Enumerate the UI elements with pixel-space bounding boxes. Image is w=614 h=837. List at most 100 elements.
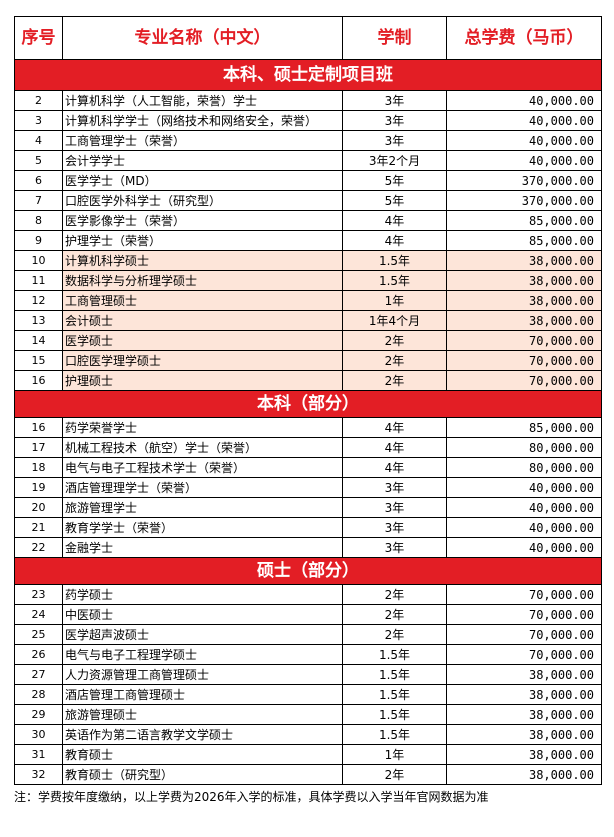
cell-duration: 2年: [342, 624, 447, 645]
cell-no: 17: [14, 437, 63, 458]
cell-duration: 1.5年: [342, 724, 447, 745]
cell-duration: 3年: [342, 497, 447, 518]
section-header-row: 本科（部分）: [14, 390, 602, 418]
cell-fee: 80,000.00: [446, 457, 602, 478]
section-title: 硕士（部分）: [14, 557, 602, 585]
cell-no: 4: [14, 130, 63, 151]
cell-duration: 3年2个月: [342, 150, 447, 171]
cell-no: 13: [14, 310, 63, 331]
table-row: 6 医学学士（MD） 5年 370,000.00: [14, 170, 602, 191]
cell-no: 7: [14, 190, 63, 211]
table-row: 18 电气与电子工程技术学士（荣誉） 4年 80,000.00: [14, 457, 602, 478]
cell-program-name: 教育学学士（荣誉）: [62, 517, 343, 538]
table-row: 24 中医硕士 2年 70,000.00: [14, 604, 602, 625]
header-no: 序号: [14, 16, 63, 60]
cell-fee: 38,000.00: [446, 270, 602, 291]
cell-program-name: 中医硕士: [62, 604, 343, 625]
cell-program-name: 旅游管理硕士: [62, 704, 343, 725]
cell-fee: 70,000.00: [446, 644, 602, 665]
cell-fee: 40,000.00: [446, 517, 602, 538]
table-row: 10 计算机科学硕士 1.5年 38,000.00: [14, 250, 602, 271]
table-row: 20 旅游管理学士 3年 40,000.00: [14, 497, 602, 518]
cell-program-name: 会计硕士: [62, 310, 343, 331]
cell-duration: 1.5年: [342, 644, 447, 665]
section-header-row: 硕士（部分）: [14, 557, 602, 585]
cell-no: 27: [14, 664, 63, 685]
cell-fee: 70,000.00: [446, 604, 602, 625]
cell-no: 12: [14, 290, 63, 311]
table-row: 16 药学荣誉学士 4年 85,000.00: [14, 417, 602, 438]
cell-duration: 2年: [342, 584, 447, 605]
cell-no: 26: [14, 644, 63, 665]
cell-program-name: 医学超声波硕士: [62, 624, 343, 645]
cell-program-name: 药学荣誉学士: [62, 417, 343, 438]
section-title: 本科（部分）: [14, 390, 602, 418]
cell-no: 9: [14, 230, 63, 251]
cell-duration: 3年: [342, 477, 447, 498]
cell-no: 25: [14, 624, 63, 645]
cell-no: 22: [14, 537, 63, 558]
cell-no: 32: [14, 764, 63, 785]
cell-no: 15: [14, 350, 63, 371]
cell-fee: 85,000.00: [446, 230, 602, 251]
cell-fee: 40,000.00: [446, 150, 602, 171]
cell-duration: 4年: [342, 417, 447, 438]
table-row: 13 会计硕士 1年4个月 38,000.00: [14, 310, 602, 331]
table-row: 5 会计学学士 3年2个月 40,000.00: [14, 150, 602, 171]
cell-duration: 4年: [342, 210, 447, 231]
cell-fee: 40,000.00: [446, 497, 602, 518]
table-row: 2 计算机科学（人工智能，荣誉）学士 3年 40,000.00: [14, 90, 602, 111]
cell-program-name: 教育硕士: [62, 744, 343, 765]
cell-no: 30: [14, 724, 63, 745]
table-row: 25 医学超声波硕士 2年 70,000.00: [14, 624, 602, 645]
table-row: 4 工商管理学士（荣誉） 3年 40,000.00: [14, 130, 602, 151]
table-row: 29 旅游管理硕士 1.5年 38,000.00: [14, 704, 602, 725]
cell-no: 6: [14, 170, 63, 191]
cell-duration: 1年: [342, 290, 447, 311]
table-row: 28 酒店管理工商管理硕士 1.5年 38,000.00: [14, 684, 602, 705]
table-row: 21 教育学学士（荣誉） 3年 40,000.00: [14, 517, 602, 538]
cell-duration: 2年: [342, 330, 447, 351]
cell-fee: 70,000.00: [446, 584, 602, 605]
table-row: 16 护理硕士 2年 70,000.00: [14, 370, 602, 391]
cell-duration: 3年: [342, 130, 447, 151]
table-row: 14 医学硕士 2年 70,000.00: [14, 330, 602, 351]
cell-duration: 1.5年: [342, 664, 447, 685]
cell-fee: 370,000.00: [446, 170, 602, 191]
cell-duration: 1.5年: [342, 684, 447, 705]
cell-program-name: 医学学士（MD）: [62, 170, 343, 191]
cell-duration: 4年: [342, 437, 447, 458]
cell-duration: 2年: [342, 604, 447, 625]
cell-duration: 5年: [342, 190, 447, 211]
cell-fee: 80,000.00: [446, 437, 602, 458]
cell-program-name: 电气与电子工程技术学士（荣誉）: [62, 457, 343, 478]
table-row: 32 教育硕士（研究型） 2年 38,000.00: [14, 764, 602, 785]
table-row: 27 人力资源管理工商管理硕士 1.5年 38,000.00: [14, 664, 602, 685]
cell-no: 2: [14, 90, 63, 111]
table-row: 8 医学影像学士（荣誉） 4年 85,000.00: [14, 210, 602, 231]
cell-no: 16: [14, 370, 63, 391]
cell-duration: 1.5年: [342, 704, 447, 725]
cell-no: 8: [14, 210, 63, 231]
cell-duration: 3年: [342, 537, 447, 558]
cell-duration: 2年: [342, 764, 447, 785]
cell-program-name: 机械工程技术（航空）学士（荣誉）: [62, 437, 343, 458]
cell-program-name: 口腔医学理学硕士: [62, 350, 343, 371]
cell-program-name: 药学硕士: [62, 584, 343, 605]
tuition-table: 序号 专业名称（中文） 学制 总学费（马币） 本科、硕士定制项目班 2 计算机科学（…: [14, 16, 602, 785]
cell-fee: 85,000.00: [446, 417, 602, 438]
cell-no: 14: [14, 330, 63, 351]
table-row: 11 数据科学与分析理学硕士 1.5年 38,000.00: [14, 270, 602, 291]
cell-fee: 40,000.00: [446, 537, 602, 558]
table-row: 23 药学硕士 2年 70,000.00: [14, 584, 602, 605]
cell-fee: 85,000.00: [446, 210, 602, 231]
cell-program-name: 酒店管理工商管理硕士: [62, 684, 343, 705]
cell-duration: 2年: [342, 350, 447, 371]
table-row: 15 口腔医学理学硕士 2年 70,000.00: [14, 350, 602, 371]
cell-no: 19: [14, 477, 63, 498]
table-body: 本科、硕士定制项目班 2 计算机科学（人工智能，荣誉）学士 3年 40,000.00 3 计…: [14, 59, 602, 785]
cell-fee: 38,000.00: [446, 744, 602, 765]
cell-no: 29: [14, 704, 63, 725]
cell-no: 21: [14, 517, 63, 538]
cell-program-name: 酒店管理理学士（荣誉）: [62, 477, 343, 498]
